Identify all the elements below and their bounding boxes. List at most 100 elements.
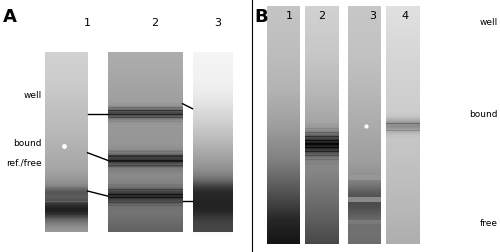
Bar bbox=[348, 184, 381, 185]
Bar bbox=[266, 88, 300, 90]
Bar bbox=[266, 36, 300, 37]
Bar bbox=[192, 122, 232, 123]
Bar bbox=[348, 213, 381, 215]
Bar bbox=[386, 121, 420, 123]
Bar bbox=[108, 190, 182, 191]
Bar bbox=[348, 120, 381, 122]
Bar bbox=[192, 189, 232, 190]
Bar bbox=[192, 199, 232, 200]
Bar bbox=[266, 54, 300, 55]
Bar bbox=[192, 83, 232, 84]
Bar bbox=[45, 184, 88, 185]
Bar bbox=[266, 217, 300, 218]
Bar bbox=[45, 106, 88, 107]
Bar bbox=[108, 201, 182, 202]
Bar bbox=[45, 102, 88, 103]
Bar bbox=[305, 158, 338, 159]
Bar bbox=[108, 120, 182, 121]
Bar bbox=[386, 17, 420, 18]
Bar bbox=[348, 104, 381, 105]
Bar bbox=[192, 228, 232, 229]
Bar bbox=[192, 180, 232, 181]
Bar bbox=[348, 223, 381, 224]
Bar bbox=[266, 105, 300, 106]
Bar bbox=[386, 130, 420, 131]
Bar bbox=[266, 188, 300, 190]
Bar bbox=[45, 151, 88, 153]
Bar bbox=[266, 101, 300, 103]
Bar bbox=[192, 127, 232, 129]
Bar bbox=[192, 98, 232, 99]
Bar bbox=[266, 62, 300, 64]
Bar bbox=[305, 176, 338, 178]
Bar bbox=[305, 163, 338, 165]
Bar bbox=[45, 192, 88, 193]
Bar bbox=[45, 194, 88, 195]
Bar bbox=[348, 194, 381, 195]
Bar bbox=[305, 68, 338, 70]
Bar bbox=[305, 211, 338, 212]
Bar bbox=[266, 161, 300, 162]
Bar bbox=[305, 243, 338, 244]
Bar bbox=[45, 65, 88, 67]
Bar bbox=[192, 79, 232, 80]
Bar bbox=[266, 117, 300, 118]
Bar bbox=[266, 119, 300, 121]
Bar bbox=[386, 236, 420, 237]
Bar bbox=[45, 203, 88, 204]
Bar bbox=[192, 228, 232, 229]
Bar bbox=[108, 162, 182, 163]
Bar bbox=[45, 132, 88, 133]
Bar bbox=[45, 67, 88, 68]
Bar bbox=[348, 143, 381, 144]
Bar bbox=[305, 152, 338, 153]
Bar bbox=[305, 31, 338, 33]
Bar bbox=[192, 129, 232, 130]
Bar bbox=[348, 136, 381, 137]
Bar bbox=[386, 129, 420, 130]
Bar bbox=[348, 183, 381, 185]
Bar bbox=[108, 171, 182, 172]
Bar bbox=[305, 100, 338, 102]
Bar bbox=[45, 149, 88, 150]
Bar bbox=[45, 57, 88, 58]
Bar bbox=[305, 208, 338, 210]
Bar bbox=[45, 195, 88, 196]
Bar bbox=[45, 186, 88, 187]
Bar bbox=[348, 216, 381, 217]
Bar bbox=[192, 100, 232, 102]
Bar bbox=[192, 204, 232, 205]
Bar bbox=[386, 100, 420, 102]
Bar bbox=[192, 108, 232, 109]
Bar bbox=[348, 130, 381, 131]
Bar bbox=[266, 50, 300, 52]
Bar bbox=[45, 140, 88, 141]
Bar bbox=[386, 211, 420, 212]
Bar bbox=[108, 211, 182, 212]
Bar bbox=[348, 191, 381, 192]
Bar bbox=[45, 195, 88, 196]
Bar bbox=[386, 121, 420, 122]
Bar bbox=[192, 185, 232, 186]
Bar bbox=[305, 24, 338, 25]
Bar bbox=[348, 151, 381, 153]
Bar bbox=[266, 201, 300, 203]
Bar bbox=[192, 190, 232, 191]
Bar bbox=[108, 225, 182, 227]
Bar bbox=[108, 163, 182, 164]
Bar bbox=[45, 224, 88, 225]
Bar bbox=[192, 60, 232, 61]
Bar bbox=[386, 61, 420, 62]
Bar bbox=[108, 193, 182, 194]
Bar bbox=[108, 143, 182, 144]
Bar bbox=[266, 99, 300, 100]
Bar bbox=[266, 89, 300, 91]
Bar bbox=[45, 210, 88, 211]
Bar bbox=[108, 131, 182, 132]
Bar bbox=[305, 69, 338, 71]
Bar bbox=[305, 91, 338, 92]
Bar bbox=[266, 223, 300, 224]
Bar bbox=[192, 139, 232, 140]
Bar bbox=[348, 204, 381, 205]
Bar bbox=[348, 198, 381, 199]
